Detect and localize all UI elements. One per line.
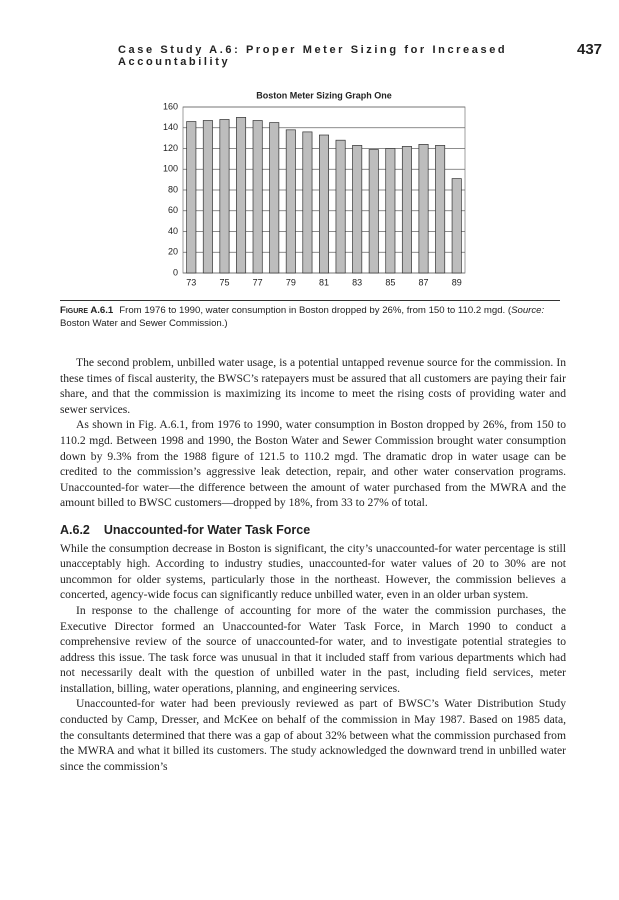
x-tick-label: 79 (286, 277, 296, 287)
x-tick-label: 89 (452, 277, 462, 287)
figure-caption: Figure A.6.1 From 1976 to 1990, water con… (60, 300, 560, 330)
x-tick-label: 87 (419, 277, 429, 287)
y-tick-label: 100 (163, 164, 178, 174)
bar (385, 148, 396, 274)
chart-title: Boston Meter Sizing Graph One (256, 90, 392, 100)
paragraph: Unaccounted-for water had been previousl… (60, 697, 566, 773)
y-tick-label: 0 (173, 267, 178, 277)
bar (435, 145, 446, 274)
x-tick-label: 85 (385, 277, 395, 287)
y-tick-label: 120 (163, 143, 178, 153)
caption-source: Boston Water and Sewer Commission.) (60, 318, 228, 329)
section-number: A.6.2 (60, 522, 90, 537)
bar (186, 121, 197, 274)
page-number: 437 (577, 41, 603, 58)
bar (285, 129, 296, 274)
bar (352, 145, 363, 274)
x-tick-label: 81 (319, 277, 329, 287)
chart: Boston Meter Sizing Graph One 0 20 40 60 80 1… (163, 90, 466, 287)
bar (236, 117, 247, 274)
bar (335, 139, 346, 274)
bar (252, 120, 263, 274)
bar (202, 120, 213, 274)
y-tick-label: 140 (163, 122, 178, 132)
y-tick-label: 60 (168, 205, 178, 215)
y-tick-label: 160 (163, 101, 178, 111)
bar (368, 149, 379, 274)
body-text: The second problem, unbilled water usage… (60, 355, 566, 774)
paragraph: While the consumption decrease in Boston… (60, 541, 566, 602)
y-tick-label: 40 (168, 226, 178, 236)
section-title: Unaccounted-for Water Task Force (103, 522, 311, 537)
paragraph: The second problem, unbilled water usage… (60, 356, 566, 416)
running-title: Case Study A.6: Proper Meter Sizing for … (118, 44, 508, 68)
x-tick-label: 75 (219, 277, 229, 287)
bar (401, 146, 412, 274)
caption-text: From 1976 to 1990, water consumption in … (119, 305, 512, 316)
x-tick-label: 73 (186, 277, 196, 287)
bar (269, 122, 280, 274)
bar (451, 178, 462, 274)
caption-label: Figure A.6.1 (60, 305, 114, 316)
y-tick-label: 20 (168, 247, 178, 257)
x-tick-label: 83 (352, 277, 362, 287)
y-tick-label: 80 (168, 184, 178, 194)
x-tick-label: 77 (253, 277, 263, 287)
section-heading: A.6.2 Unaccounted-for Water Task Force (60, 523, 566, 539)
paragraph: As shown in Fig. A.6.1, from 1976 to 199… (60, 418, 566, 510)
paragraph: In response to the challenge of accounti… (60, 603, 566, 695)
caption-source-label: Source: (511, 305, 545, 316)
bar (319, 134, 329, 274)
bar (219, 119, 230, 274)
bar (302, 131, 313, 274)
bar (418, 144, 429, 274)
